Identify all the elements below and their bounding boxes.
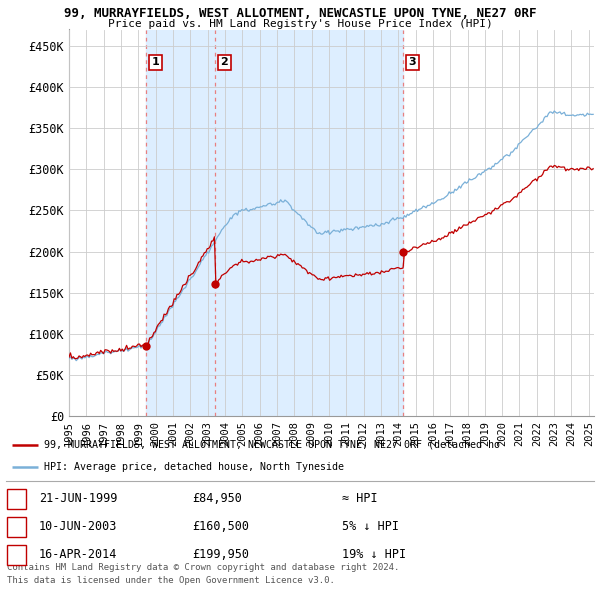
Bar — [215, 30, 403, 416]
Text: 99, MURRAYFIELDS, WEST ALLOTMENT, NEWCASTLE UPON TYNE, NE27 0RF (detached ho: 99, MURRAYFIELDS, WEST ALLOTMENT, NEWCAS… — [44, 440, 500, 450]
Text: 2: 2 — [13, 520, 20, 533]
Text: 3: 3 — [409, 57, 416, 67]
Text: HPI: Average price, detached house, North Tyneside: HPI: Average price, detached house, Nort… — [44, 462, 344, 472]
Text: ≈ HPI: ≈ HPI — [342, 492, 377, 505]
Text: 1: 1 — [13, 492, 20, 505]
Text: 19% ↓ HPI: 19% ↓ HPI — [342, 548, 406, 560]
Text: 5% ↓ HPI: 5% ↓ HPI — [342, 520, 399, 533]
Text: Contains HM Land Registry data © Crown copyright and database right 2024.: Contains HM Land Registry data © Crown c… — [7, 563, 400, 572]
Text: 1: 1 — [152, 57, 160, 67]
Text: 3: 3 — [13, 548, 20, 560]
Text: 10-JUN-2003: 10-JUN-2003 — [39, 520, 118, 533]
Text: £160,500: £160,500 — [192, 520, 249, 533]
Text: Price paid vs. HM Land Registry's House Price Index (HPI): Price paid vs. HM Land Registry's House … — [107, 19, 493, 30]
Bar — [146, 30, 215, 416]
Text: 99, MURRAYFIELDS, WEST ALLOTMENT, NEWCASTLE UPON TYNE, NE27 0RF: 99, MURRAYFIELDS, WEST ALLOTMENT, NEWCAS… — [64, 7, 536, 20]
Text: 2: 2 — [220, 57, 228, 67]
Text: £199,950: £199,950 — [192, 548, 249, 560]
Text: £84,950: £84,950 — [192, 492, 242, 505]
Text: 21-JUN-1999: 21-JUN-1999 — [39, 492, 118, 505]
Text: 16-APR-2014: 16-APR-2014 — [39, 548, 118, 560]
Text: This data is licensed under the Open Government Licence v3.0.: This data is licensed under the Open Gov… — [7, 576, 335, 585]
